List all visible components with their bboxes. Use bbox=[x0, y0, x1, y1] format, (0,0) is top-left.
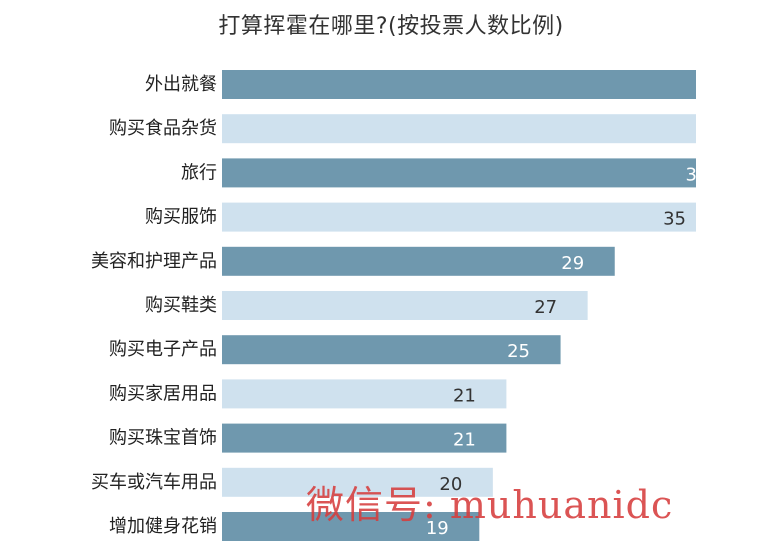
category-label: 购买鞋类 bbox=[145, 295, 217, 316]
category-label: 购买食品杂货 bbox=[109, 118, 217, 139]
value-label: 21 bbox=[453, 385, 476, 406]
value-label: 21 bbox=[453, 430, 476, 451]
value-label: 29 bbox=[561, 253, 584, 274]
bar bbox=[222, 70, 696, 99]
bar bbox=[222, 335, 561, 365]
chart-title: 打算挥霍在哪里?(按投票人数比例) bbox=[218, 14, 564, 39]
bar bbox=[222, 158, 696, 188]
bar bbox=[222, 512, 480, 541]
bar bbox=[222, 467, 493, 497]
category-label: 外出就餐 bbox=[145, 74, 217, 95]
bar bbox=[222, 114, 696, 144]
value-label: 19 bbox=[426, 518, 449, 539]
category-label: 买车或汽车用品 bbox=[91, 472, 217, 493]
category-label: 旅行 bbox=[181, 162, 217, 183]
bar bbox=[222, 246, 615, 276]
value-label: 20 bbox=[439, 474, 462, 495]
bar bbox=[222, 291, 588, 320]
category-label: 购买电子产品 bbox=[109, 339, 217, 360]
bar bbox=[222, 379, 507, 409]
category-label: 增加健身花销 bbox=[109, 516, 217, 537]
category-label: 购买服饰 bbox=[145, 207, 217, 228]
watermark: 微信号: muhuanidc bbox=[306, 483, 674, 527]
value-label: 27 bbox=[534, 297, 557, 318]
value-label: 3 bbox=[686, 164, 697, 185]
category-label: 美容和护理产品 bbox=[91, 251, 217, 272]
value-label: 25 bbox=[507, 341, 530, 362]
value-label: 35 bbox=[663, 209, 686, 230]
bar bbox=[222, 423, 507, 453]
category-label: 购买家居用品 bbox=[109, 383, 217, 404]
category-label: 购买珠宝首饰 bbox=[109, 428, 217, 449]
bar bbox=[222, 202, 696, 232]
